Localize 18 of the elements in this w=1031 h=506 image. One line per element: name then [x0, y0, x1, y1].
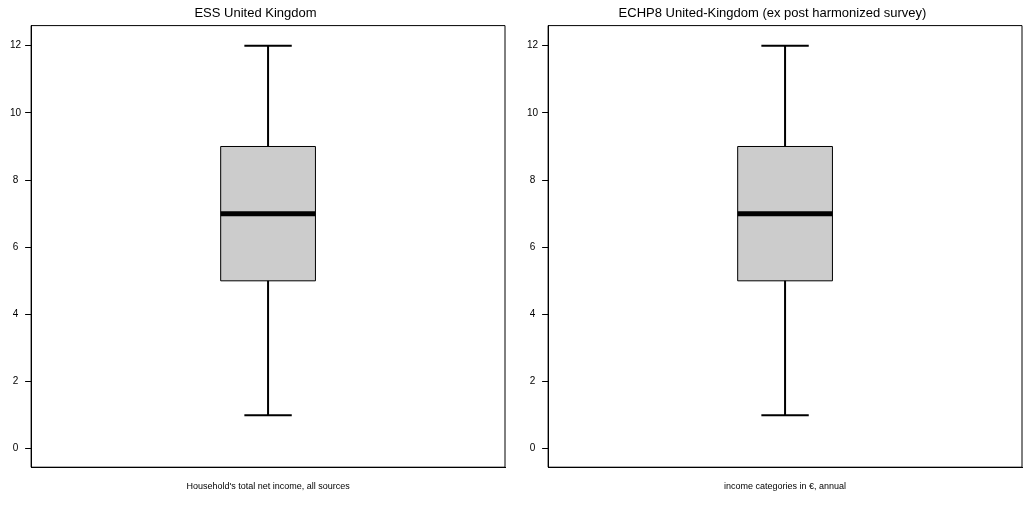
y-tick-label: 2 — [529, 375, 536, 387]
x-tick-label: Household's total net income, all sources — [186, 481, 351, 492]
y-tick-label: 4 — [529, 308, 536, 320]
chart-title: ESS United Kingdom — [194, 5, 317, 21]
y-tick-label: 4 — [12, 308, 19, 320]
y-tick-label: 0 — [12, 442, 19, 454]
x-tick-label: income categories in €, annual — [724, 481, 847, 492]
y-tick-label: 2 — [12, 375, 19, 387]
y-tick-label: 8 — [12, 173, 19, 185]
y-tick-label: 6 — [529, 240, 536, 252]
y-tick-label: 10 — [527, 106, 539, 118]
chart-title: ECHP8 United-Kingdom (ex post harmonized survey) — [618, 5, 927, 21]
y-tick-label: 12 — [527, 39, 539, 51]
y-tick-label: 6 — [12, 240, 19, 252]
y-tick-label: 12 — [10, 39, 22, 51]
y-tick-label: 0 — [529, 442, 536, 454]
y-tick-label: 8 — [529, 173, 536, 185]
y-tick-label: 10 — [10, 106, 22, 118]
